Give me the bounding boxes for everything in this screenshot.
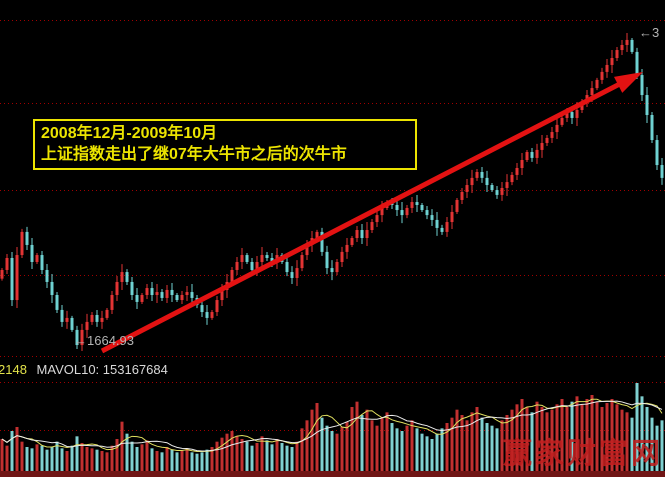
left-arrow-icon: ← [74,333,87,348]
high-price-value: 3 [652,25,660,40]
bottom-strip [0,471,665,477]
annotation-box: 2008年12月-2009年10月 上证指数走出了继07年大牛市之后的次牛市 [33,119,417,170]
watermark-text: 赢家财富网 [503,438,664,470]
annotation-line1: 2008年12月-2009年10月 [41,125,218,142]
trend-arrow [100,72,643,354]
left-arrow-icon: ← [639,25,652,40]
annotation-line2: 上证指数走出了继07年大牛市之后的次牛市 [41,146,347,163]
volume-pane-bar-chart[interactable] [0,382,665,477]
high-price-label-clipped: ←3 [639,25,659,40]
volume-indicator-header: 2148 MAVOL10: 153167684 [0,358,665,382]
volume-value: 2148 [0,362,27,377]
price-pane-candlestick-chart[interactable] [0,0,665,358]
mavol10-label: MAVOL10: 153167684 [36,362,168,377]
low-price-value: 1664.93 [87,333,134,348]
low-price-label: ←1664.93 [74,333,134,348]
